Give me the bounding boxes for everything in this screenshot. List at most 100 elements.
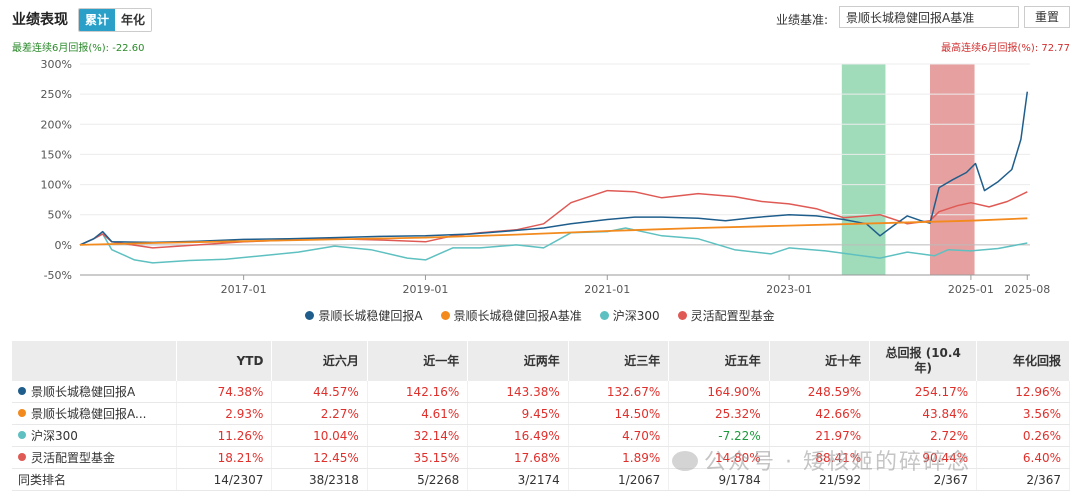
x-tick-label: 2021-01	[584, 283, 630, 296]
legend-dot-icon	[677, 310, 687, 320]
value-cell: 0.26%	[976, 424, 1070, 447]
value-cell: 1.89%	[568, 446, 670, 469]
y-tick-label: 100%	[41, 179, 72, 192]
value-cell: 35.15%	[367, 446, 469, 469]
header-5y: 近五年	[668, 341, 770, 381]
performance-table: YTD 近六月 近一年 近两年 近三年 近五年 近十年 总回报 (10.4年) …	[12, 341, 1070, 491]
value-cell: 74.38%	[176, 381, 273, 403]
table-row: 同类排名 14/2307 38/2318 5/2268 3/2174 1/2067 9/17…	[12, 468, 1070, 491]
value-cell: 14.80%	[668, 446, 770, 469]
row-name-cell: 景顺长城稳健回报A	[12, 381, 177, 403]
row-name: 同类排名	[18, 473, 67, 487]
value-cell: 21.97%	[769, 424, 871, 447]
performance-chart: -50% 0% 50% 100% 150% 200% 250% 300% 2017-01 2019…	[41, 58, 1051, 296]
series-dot-icon	[18, 409, 26, 417]
legend-item[interactable]: 灵活配置型基金	[677, 306, 775, 324]
value-cell: 42.66%	[769, 402, 871, 425]
row-name: 灵活配置型基金	[31, 451, 116, 465]
reset-button[interactable]: 重置	[1024, 6, 1070, 28]
worst-period-band	[841, 64, 886, 275]
y-tick-label: 0%	[55, 239, 72, 252]
series-line-2	[79, 227, 1028, 264]
header-bar: 业绩表现 累计 年化 业绩基准: 景顺长城稳健回报A基准 重置	[0, 0, 1080, 36]
benchmark-label: 业绩基准:	[776, 13, 829, 27]
legend-item[interactable]: 沪深300	[599, 306, 660, 324]
value-cell: 43.84%	[869, 402, 978, 425]
value-cell: 6.40%	[976, 446, 1070, 469]
page-title: 业绩表现	[12, 12, 68, 28]
value-cell: 5/2268	[367, 468, 469, 491]
row-name: 沪深300	[31, 429, 78, 443]
series-line-0	[79, 91, 1029, 246]
legend-label: 景顺长城稳健回报A基准	[453, 308, 582, 323]
chart-legend: 景顺长城稳健回报A 景顺长城稳健回报A基准 沪深300 灵活配置型基金	[0, 306, 1080, 324]
value-cell: 10.04%	[271, 424, 368, 447]
value-cell: 254.17%	[869, 381, 978, 403]
y-tick-label: 300%	[41, 58, 72, 71]
value-cell: 21/592	[769, 468, 871, 491]
value-cell: 2.93%	[176, 402, 273, 425]
value-cell: -7.22%	[668, 424, 770, 447]
row-name-cell: 景顺长城稳健回报A...	[12, 402, 177, 425]
value-cell: 132.67%	[568, 381, 670, 403]
y-tick-label: 50%	[48, 209, 72, 222]
value-cell: 44.57%	[271, 381, 368, 403]
x-tick-label: 2025-08	[1004, 283, 1050, 296]
value-cell: 248.59%	[769, 381, 871, 403]
value-cell: 4.70%	[568, 424, 670, 447]
table-row: 沪深300 11.26% 10.04% 32.14% 16.49% 4.70% -7.22%…	[12, 424, 1070, 447]
legend-dot-icon	[599, 310, 609, 320]
header-1y: 近一年	[367, 341, 469, 381]
header-total: 总回报 (10.4年)	[869, 341, 978, 381]
benchmark-select[interactable]: 景顺长城稳健回报A基准	[839, 6, 1019, 28]
row-name-cell: 沪深300	[12, 424, 177, 447]
legend-label: 灵活配置型基金	[690, 308, 775, 323]
value-cell: 18.21%	[176, 446, 273, 469]
header-annualized: 年化回报	[976, 341, 1070, 381]
header-ytd: YTD	[176, 341, 273, 381]
row-name-cell: 同类排名	[12, 468, 177, 491]
y-tick-label: 150%	[41, 148, 72, 161]
tab-cumulative[interactable]: 累计	[79, 9, 116, 31]
row-name: 景顺长城稳健回报A	[31, 385, 136, 399]
value-cell: 2/367	[976, 468, 1070, 491]
mode-toggle: 累计 年化	[78, 8, 153, 32]
x-tick-label: 2025-01	[948, 283, 994, 296]
value-cell: 14/2307	[176, 468, 273, 491]
value-cell: 12.45%	[271, 446, 368, 469]
value-cell: 3.56%	[976, 402, 1070, 425]
header-10y: 近十年	[769, 341, 871, 381]
value-cell: 2/367	[869, 468, 978, 491]
worst-6m-return: 最差连续6月回报(%): -22.60	[12, 43, 145, 54]
value-cell: 16.49%	[467, 424, 569, 447]
value-cell: 17.68%	[467, 446, 569, 469]
value-cell: 143.38%	[467, 381, 569, 403]
x-tick-label: 2023-01	[766, 283, 812, 296]
value-cell: 3/2174	[467, 468, 569, 491]
value-cell: 25.32%	[668, 402, 770, 425]
y-tick-label: -50%	[44, 269, 72, 282]
header-2y: 近两年	[467, 341, 569, 381]
value-cell: 9.45%	[467, 402, 569, 425]
value-cell: 32.14%	[367, 424, 469, 447]
table-row: 景顺长城稳健回报A... 2.93% 2.27% 4.61% 9.45% 14.50% 25…	[12, 402, 1070, 425]
table-row: 景顺长城稳健回报A 74.38% 44.57% 142.16% 143.38% 132.6…	[12, 381, 1070, 403]
value-cell: 1/2067	[568, 468, 670, 491]
legend-item[interactable]: 景顺长城稳健回报A	[305, 306, 423, 324]
value-cell: 14.50%	[568, 402, 670, 425]
y-tick-label: 200%	[41, 118, 72, 131]
series-dot-icon	[18, 431, 26, 439]
best-period-band	[930, 64, 975, 275]
tab-annualized[interactable]: 年化	[115, 9, 152, 31]
header-name-cell	[12, 341, 177, 381]
value-cell: 2.27%	[271, 402, 368, 425]
series-line-1	[79, 217, 1028, 246]
legend-label: 景顺长城稳健回报A	[318, 308, 423, 323]
value-cell: 142.16%	[367, 381, 469, 403]
legend-dot-icon	[305, 310, 315, 320]
series-line-3	[79, 189, 1028, 249]
legend-dot-icon	[440, 310, 450, 320]
legend-item[interactable]: 景顺长城稳健回报A基准	[440, 306, 582, 324]
value-cell: 11.26%	[176, 424, 273, 447]
